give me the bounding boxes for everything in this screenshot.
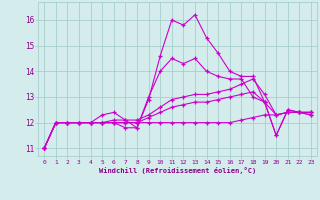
X-axis label: Windchill (Refroidissement éolien,°C): Windchill (Refroidissement éolien,°C) xyxy=(99,167,256,174)
